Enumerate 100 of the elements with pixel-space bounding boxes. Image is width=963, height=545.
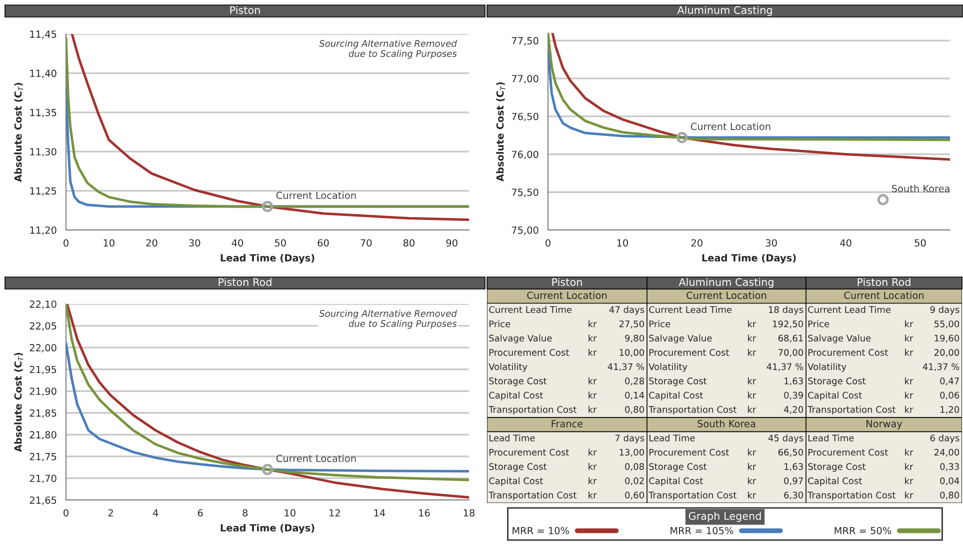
x-tick-label: 12 — [330, 509, 340, 516]
text: Current Location — [844, 291, 924, 299]
x-tick-label: 40 — [232, 239, 244, 247]
x-tick-label: 2 — [108, 509, 113, 516]
y-tick-label: 11,40 — [30, 70, 56, 78]
legend-label: MRR = 105% — [670, 526, 734, 534]
y-tick-label: 22,05 — [30, 322, 56, 331]
text: Transportation Cost kr 0,80 — [808, 492, 960, 500]
x-tick-label: 0 — [546, 239, 550, 247]
text: Storage Cost kr 1,63 — [649, 377, 803, 386]
text: Current Location — [686, 291, 766, 299]
text: Aluminum Casting — [678, 278, 774, 288]
x-tick-label: 50 — [274, 239, 286, 247]
text: Transportation Cost kr 1,20 — [808, 406, 960, 415]
x-tick-label: 10 — [284, 509, 296, 517]
text: Salvage Value kr 68,61 — [649, 334, 803, 344]
x-tick-label: 60 — [318, 239, 329, 247]
x-axis-title: Lead Time (Days) — [702, 254, 796, 264]
y-axis-title: Absolute Cost (C$_{T}$) — [496, 82, 506, 182]
y-tick-label: 11,45 — [30, 30, 56, 39]
x-tick-label: 20 — [691, 239, 702, 247]
y-tick-label: 11,35 — [30, 108, 56, 118]
y-tick-label: 21,95 — [30, 366, 56, 374]
text: Lead Time 45 days — [649, 434, 804, 444]
text: Procurement Cost kr 13,00 — [489, 448, 644, 457]
x-axis-title: Lead Time (Days) — [220, 524, 314, 534]
chart-title: Aluminum Casting — [677, 6, 772, 16]
text: Transportation Cost kr 0,60 — [488, 492, 644, 500]
text: Volatility 41,37 % — [488, 363, 644, 372]
text: Storage Cost kr 0,08 — [489, 462, 644, 472]
legend-label: MRR = 10% — [512, 526, 569, 534]
text: Capital Cost kr 0,02 — [489, 477, 644, 486]
x-tick-label: 18 — [464, 509, 475, 517]
text: Salvage Value kr 9,80 — [489, 334, 644, 344]
text: Transportation Cost kr 0,80 — [488, 406, 644, 415]
text: Capital Cost kr 0,97 — [649, 477, 803, 486]
y-tick-label: 21,70 — [30, 474, 56, 484]
text: Volatility 41,37 % — [648, 363, 804, 372]
x-tick-label: 40 — [840, 239, 852, 247]
y-tick-label: 11,20 — [30, 226, 56, 235]
text: Price kr 27,50 — [489, 320, 644, 328]
text: Transportation Cost kr 6,30 — [648, 492, 804, 500]
text: Lead Time 6 days — [808, 434, 960, 444]
text: Storage Cost kr 0,47 — [808, 377, 959, 386]
y-tick-label: 75,50 — [512, 188, 538, 197]
text: Capital Cost kr 0,06 — [808, 392, 960, 400]
y-axis-title: Absolute Cost (C$_{T}$) — [14, 352, 24, 452]
text: Piston — [552, 278, 582, 286]
x-tick-label: 30 — [766, 239, 777, 247]
x-tick-label: 80 — [403, 239, 415, 247]
text: Price kr 55,00 — [808, 320, 960, 328]
text: France — [552, 420, 583, 428]
x-tick-label: 16 — [419, 509, 430, 517]
x-tick-label: 20 — [146, 239, 158, 247]
text: Current Lead Time 18 days — [649, 306, 804, 315]
text: South Korea — [698, 420, 756, 428]
y-tick-label: 75,00 — [512, 226, 538, 235]
x-tick-label: 6 — [198, 509, 203, 517]
x-tick-label: 50 — [914, 239, 926, 247]
y-tick-label: 11,30 — [30, 148, 56, 156]
text: Piston Rod — [858, 278, 910, 286]
y-tick-label: 77,00 — [512, 74, 538, 84]
text: Procurement Cost kr 10,00 — [489, 348, 644, 357]
x-tick-label: 70 — [360, 239, 372, 247]
annotation: Current Location — [690, 122, 770, 130]
text: Capital Cost kr 0,39 — [649, 392, 803, 400]
text: Volatility 41,37 % — [808, 363, 960, 372]
y-tick-label: 21,65 — [30, 496, 56, 505]
x-tick-label: 14 — [374, 509, 386, 516]
annotation: South Korea — [892, 184, 950, 192]
text: Procurement Cost kr 70,00 — [649, 348, 804, 357]
y-tick-label: 21,90 — [30, 388, 56, 396]
annotation: Sourcing Alternative Removed due to Scaling Purposes — [319, 40, 457, 59]
x-tick-label: 10 — [617, 239, 628, 247]
text: Current Lead Time 9 days — [808, 306, 960, 315]
x-tick-label: 0 — [64, 239, 68, 247]
annotation: Current Location — [276, 454, 356, 462]
y-tick-label: 76,00 — [512, 150, 538, 160]
x-tick-label: 10 — [104, 239, 114, 247]
text: Price kr 192,50 — [649, 320, 804, 328]
text: Salvage Value kr 19,60 — [808, 334, 960, 344]
text: Capital Cost kr 0,04 — [808, 477, 960, 486]
text: Capital Cost kr 0,14 — [489, 392, 644, 400]
text: Norway — [866, 420, 902, 430]
text: Storage Cost kr 1,63 — [649, 462, 803, 472]
legend-title: Graph Legend — [688, 512, 761, 522]
y-tick-label: 21,75 — [30, 452, 56, 462]
y-tick-label: 21,80 — [30, 431, 56, 440]
x-tick-label: 0 — [64, 509, 68, 517]
text: Current Location — [527, 291, 607, 299]
y-tick-label: 76,50 — [512, 112, 538, 122]
x-tick-label: 30 — [189, 239, 200, 247]
text: Procurement Cost kr 66,50 — [649, 448, 804, 457]
chart-title: Piston — [230, 6, 260, 14]
text: Lead Time 7 days — [489, 434, 644, 444]
text: Procurement Cost kr 24,00 — [808, 448, 960, 457]
y-tick-label: 77,50 — [512, 37, 538, 46]
y-tick-label: 22,10 — [30, 300, 56, 309]
x-tick-label: 8 — [242, 509, 248, 517]
x-tick-label: 90 — [446, 239, 458, 247]
